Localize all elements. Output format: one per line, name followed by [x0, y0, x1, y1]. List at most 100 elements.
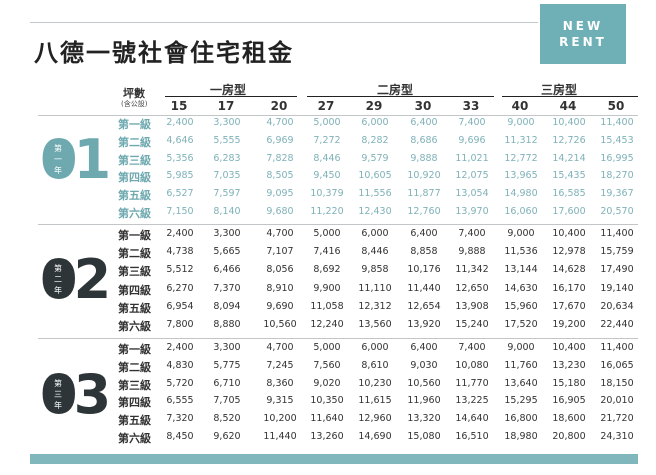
rent-cell: 12,760	[407, 206, 441, 217]
rent-cell: 14,690	[358, 431, 392, 442]
rent-cell: 3,300	[213, 117, 241, 128]
rent-cell: 12,726	[552, 134, 586, 146]
rent-cell: 11,400	[600, 342, 634, 353]
year-badge-char: 年	[54, 400, 62, 410]
table-row: 第三級 5,720 6,710 8,360 9,020 10,230 10,560 11,77…	[0, 377, 656, 395]
rent-cell: 13,560	[358, 319, 392, 330]
income-level-label: 第一級	[118, 118, 151, 131]
rent-cell: 10,560	[263, 319, 297, 330]
size-header-40: 40	[511, 99, 529, 113]
rent-cell: 8,520	[213, 413, 241, 425]
rent-cell: 16,065	[600, 359, 634, 371]
rent-cell: 10,230	[358, 377, 392, 389]
rent-cell: 6,969	[266, 134, 294, 146]
rent-cell: 5,720	[166, 377, 194, 389]
table-row: 第五級 6,954 8,094 9,690 11,058 12,312 12,654 13,9…	[0, 300, 656, 318]
income-level-label: 第四級	[118, 283, 151, 297]
table-row: 第六級 7,800 8,880 10,560 12,240 13,560 13,920 15,…	[0, 318, 656, 336]
year-badge-char: 第	[54, 143, 62, 153]
rent-cell: 13,225	[455, 395, 489, 407]
rent-cell: 12,654	[407, 300, 441, 312]
table-row: 第一級 2,400 3,300 4,700 5,000 6,000 6,400 7,400 9,…	[0, 341, 656, 359]
rent-cell: 6,270	[166, 282, 194, 294]
year-badge-char: 二	[54, 274, 62, 284]
rent-cell: 22,440	[600, 319, 634, 330]
rent-cell: 13,970	[455, 206, 489, 217]
table-row: 第六級 8,450 9,620 11,440 13,260 14,690 15,080 16,…	[0, 430, 656, 448]
rent-cell: 11,021	[455, 152, 489, 164]
rent-cell: 13,908	[455, 300, 489, 312]
rent-cell: 8,450	[166, 431, 194, 442]
income-level-label: 第四級	[118, 396, 151, 410]
rent-cell: 7,400	[458, 228, 486, 239]
rent-cell: 15,240	[455, 319, 489, 330]
rent-cell: 7,828	[266, 152, 294, 164]
rent-cell: 14,214	[552, 152, 586, 164]
table-row: 第五級 6,527 7,597 9,095 10,379 11,556 11,877 13,0…	[0, 187, 656, 205]
rent-cell: 12,312	[358, 300, 392, 312]
rent-cell: 14,640	[455, 413, 489, 425]
new-rent-badge: NEW RENT	[540, 4, 626, 64]
table-row: 第五級 7,320 8,520 10,200 11,640 12,960 13,320 14,…	[0, 412, 656, 430]
rent-cell: 2,400	[166, 342, 194, 353]
page-title: 八德一號社會住宅租金	[34, 39, 294, 67]
rent-cell: 11,640	[310, 413, 344, 425]
rent-cell: 12,978	[552, 246, 586, 258]
rent-cell: 8,056	[266, 264, 294, 276]
rent-cell: 5,000	[313, 117, 341, 128]
rent-cell: 9,888	[458, 246, 486, 258]
table-row: 第四級 5,985 7,035 8,505 9,450 10,605 10,920 12,07…	[0, 169, 656, 187]
rent-cell: 5,000	[313, 342, 341, 353]
group-header-2room: 二房型	[377, 83, 414, 97]
rent-cell: 4,700	[266, 228, 294, 239]
rent-cell: 7,597	[213, 188, 241, 200]
rent-cell: 5,356	[166, 152, 194, 164]
rent-cell: 3,300	[213, 342, 241, 353]
year-badge: 第二年	[51, 260, 65, 298]
table-row: 第二級 4,738 5,665 7,107 7,416 8,446 8,858 9,888 11…	[0, 245, 656, 263]
income-level-label: 第三級	[118, 265, 151, 279]
rent-cell: 21,720	[600, 413, 634, 425]
rent-cell: 8,446	[313, 152, 341, 164]
rent-cell: 2,400	[166, 117, 194, 128]
rent-cell: 19,367	[600, 188, 634, 200]
rent-cell: 10,400	[552, 117, 586, 128]
rent-cell: 18,270	[600, 170, 634, 182]
rent-cell: 6,710	[213, 377, 241, 389]
rent-cell: 6,527	[166, 188, 194, 200]
rent-cell: 9,000	[507, 342, 535, 353]
year-badge-char: 三	[54, 389, 62, 399]
year-badge-char: 第	[54, 263, 62, 273]
rent-cell: 11,440	[263, 431, 297, 442]
rent-cell: 11,400	[600, 117, 634, 128]
rent-cell: 12,075	[455, 170, 489, 182]
rent-cell: 8,910	[266, 282, 294, 294]
size-header-17: 17	[217, 99, 235, 113]
size-header-15: 15	[170, 99, 188, 113]
rent-cell: 9,690	[266, 300, 294, 312]
ping-header: 坪數	[123, 87, 145, 100]
rent-cell: 13,054	[455, 188, 489, 200]
rent-cell: 12,772	[504, 152, 538, 164]
rent-cell: 7,800	[166, 319, 194, 330]
rent-cell: 15,759	[600, 246, 634, 258]
table-row: 第四級 6,270 7,370 8,910 9,900 11,110 11,440 12,65…	[0, 282, 656, 300]
rent-cell: 11,110	[358, 282, 392, 294]
income-level-label: 第三級	[118, 378, 151, 392]
size-header-44: 44	[559, 99, 577, 113]
rent-cell: 8,858	[410, 246, 438, 258]
rent-cell: 10,350	[310, 395, 344, 407]
rent-cell: 9,680	[266, 206, 294, 217]
rent-cell: 16,905	[552, 395, 586, 407]
rent-cell: 15,180	[552, 377, 586, 389]
table-row: 第一級 2,400 3,300 4,700 5,000 6,000 6,400 7,400 9,…	[0, 227, 656, 245]
rent-cell: 6,400	[410, 342, 438, 353]
rent-cell: 7,370	[213, 282, 241, 294]
rent-cell: 10,605	[358, 170, 392, 182]
rent-cell: 18,150	[600, 377, 634, 389]
rent-cell: 7,400	[458, 117, 486, 128]
rent-cell: 5,985	[166, 170, 194, 182]
rent-cell: 14,980	[504, 188, 538, 200]
rent-cell: 2,400	[166, 228, 194, 239]
rent-cell: 19,200	[552, 319, 586, 330]
